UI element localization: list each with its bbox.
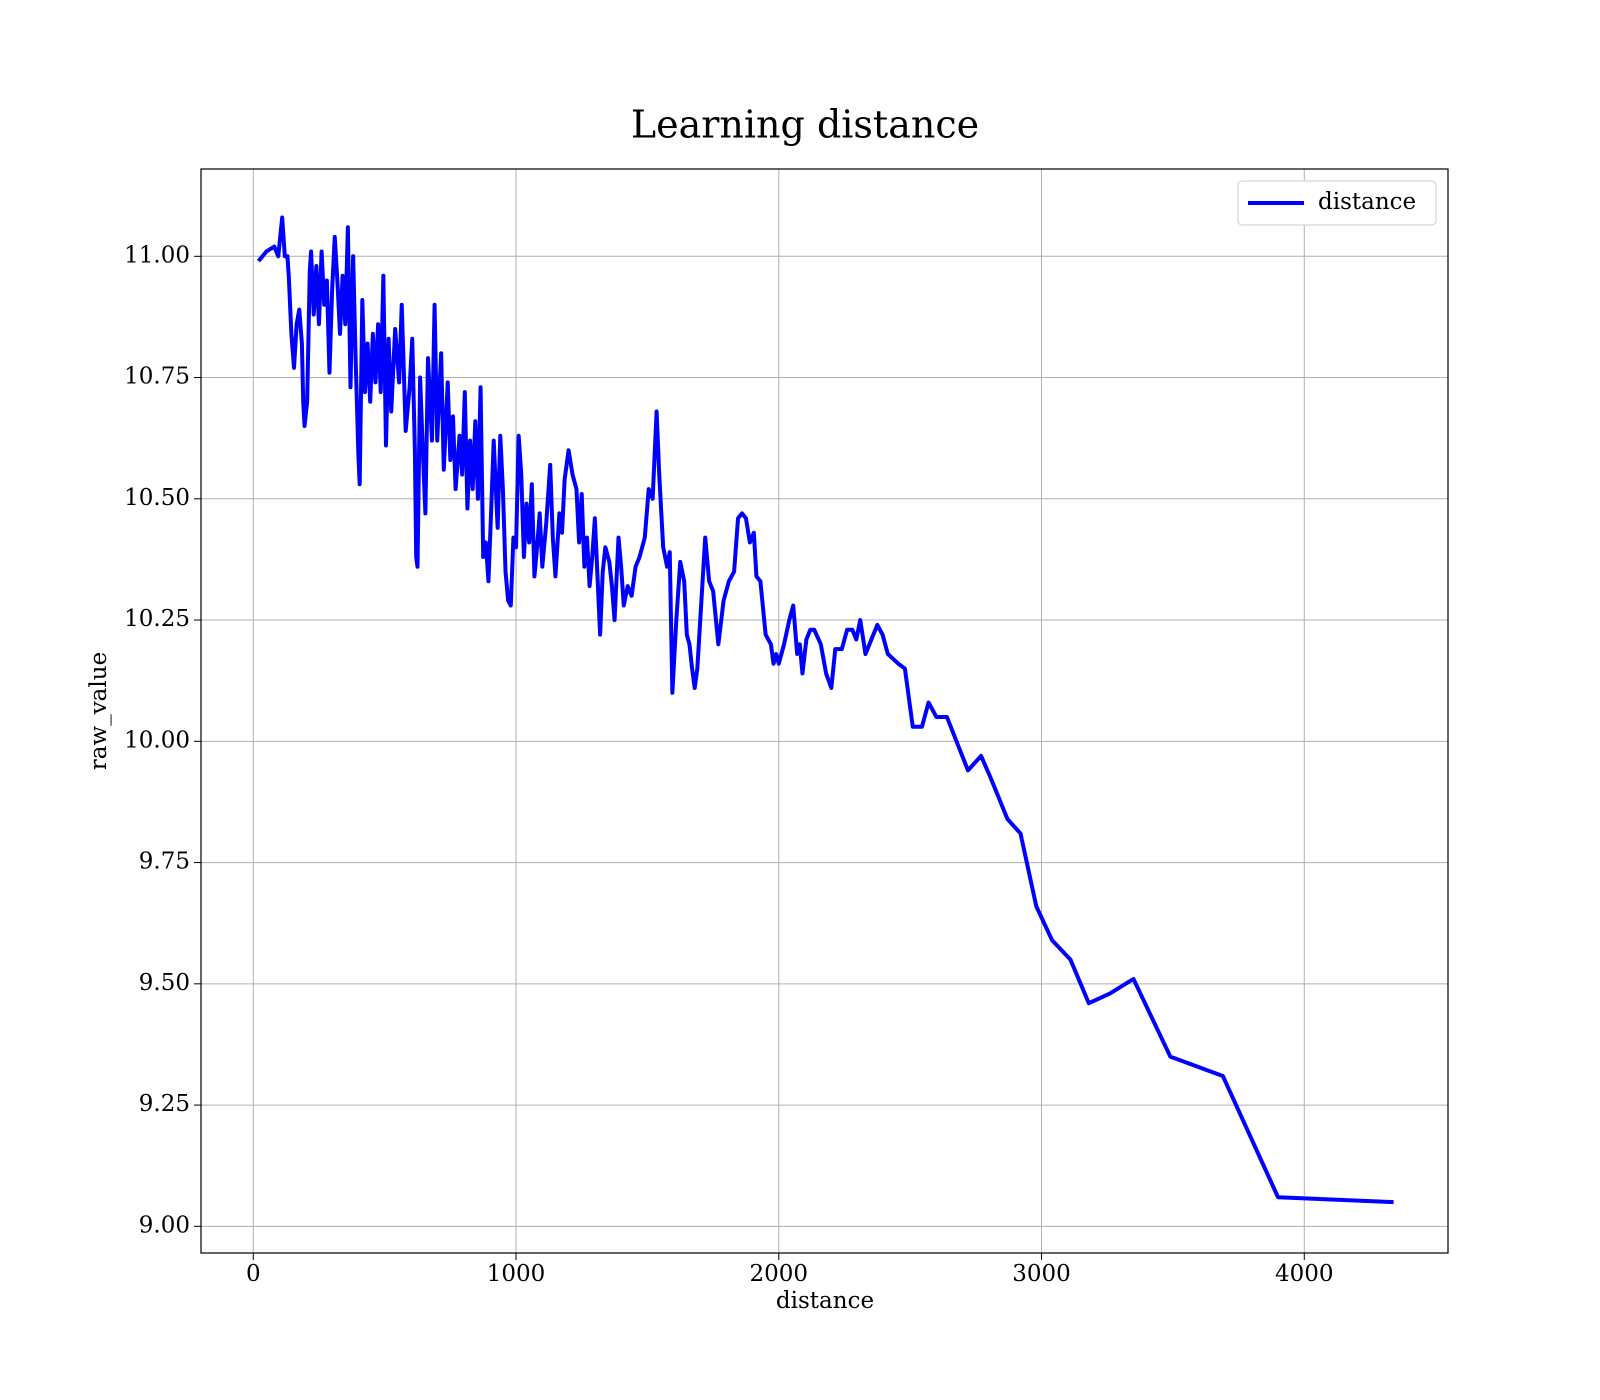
- x-tick-label: 0: [246, 1261, 261, 1287]
- y-tick-label: 10.25: [124, 606, 190, 632]
- y-tick-label: 10.75: [124, 364, 190, 390]
- y-tick-label: 11.00: [124, 242, 190, 268]
- x-axis-label: distance: [776, 1288, 874, 1314]
- y-tick-label: 9.75: [139, 849, 190, 875]
- x-tick-label: 2000: [750, 1261, 809, 1287]
- x-tick-label: 1000: [487, 1261, 546, 1287]
- x-tick-label: 4000: [1275, 1261, 1334, 1287]
- y-tick-label: 9.25: [139, 1091, 190, 1117]
- legend: distance: [1237, 180, 1437, 226]
- y-tick-label: 9.50: [139, 970, 190, 996]
- plot-frame: [200, 168, 1449, 1254]
- y-tick-label: 10.50: [124, 485, 190, 511]
- data-line: [256, 215, 1394, 1205]
- legend-label: distance: [1318, 189, 1416, 215]
- y-axis-label: raw_value: [86, 652, 112, 770]
- y-tick-label: 10.00: [124, 727, 190, 753]
- x-tick-label: 3000: [1012, 1261, 1071, 1287]
- y-tick-label: 9.00: [139, 1212, 190, 1238]
- legend-box: [1237, 180, 1437, 226]
- chart-title: Learning distance: [631, 103, 979, 147]
